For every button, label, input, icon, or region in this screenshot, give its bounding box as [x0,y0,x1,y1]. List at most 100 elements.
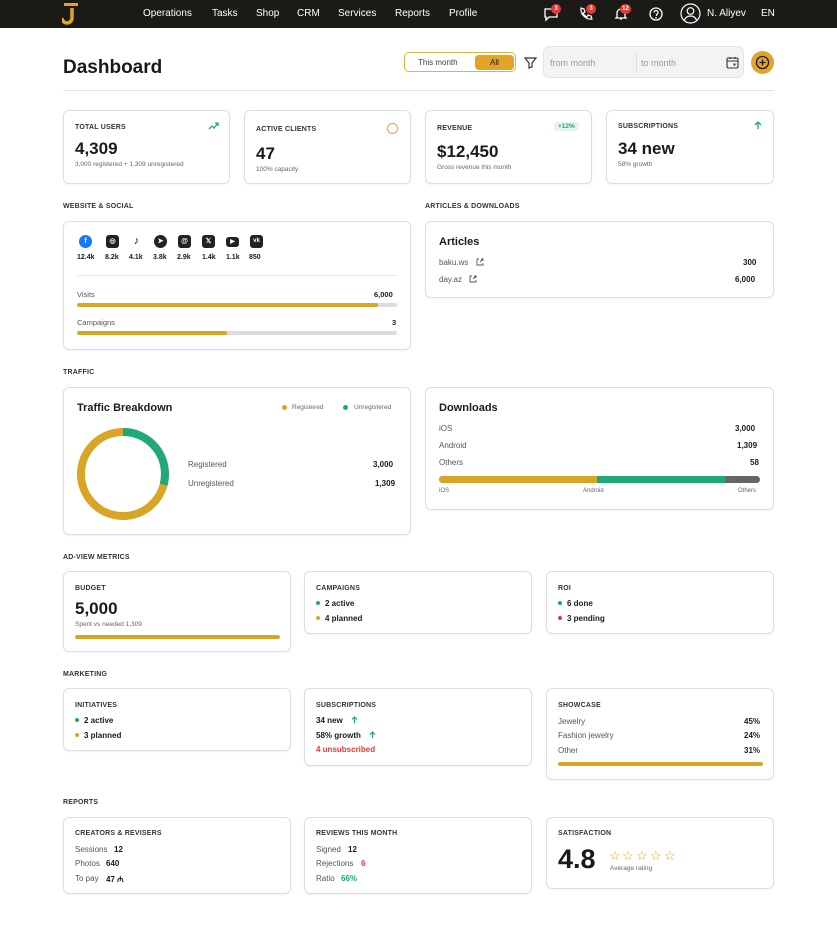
satisfaction-card: SATISFACTION 4.8 Average rating [546,817,774,889]
traffic-row-value: 1,309 [375,479,396,488]
satisfaction-subtext: Average rating [610,865,653,872]
nav-profile[interactable]: Profile [449,8,478,19]
youtube-icon[interactable]: ▶ [226,237,239,247]
card-label: CREATORS & REVISERS [75,830,162,837]
help-icon[interactable] [648,6,664,22]
reviews-card: REVIEWS THIS MONTH Signed 12 Rejections … [304,817,532,894]
card-value: 4,309 [75,139,118,158]
report-value: 66% [341,874,358,883]
donut-segment-unregistered [77,428,169,520]
toggle-all[interactable]: All [475,55,514,70]
report-value: 6 [361,859,366,868]
arrow-up-icon [754,121,762,129]
budget-value: 5,000 [75,599,118,618]
campaigns-active: 2 active [325,599,355,608]
bar-segment-android [597,476,725,483]
initiatives-planned: 3 planned [84,731,122,740]
social-count: 12.4k [77,254,95,261]
budget-subtext: Spent vs needed 1,309 [75,621,142,628]
section-articles-downloads: ARTICLES & DOWNLOADS [425,203,520,210]
calendar-icon[interactable] [726,56,739,69]
nav-operations[interactable]: Operations [143,8,192,19]
card-label: SUBSCRIPTIONS [316,702,377,709]
showcase-item-label: Jewelry [558,717,586,726]
total-users-card: TOTAL USERS 4,309 3,000 registered + 1,3… [63,110,230,184]
tiktok-icon[interactable]: ♪ [130,235,143,248]
traffic-breakdown-card [63,387,411,535]
social-count: 2.9k [177,254,191,261]
language-switch[interactable]: EN [761,8,775,19]
campaigns-value: 3 [392,318,397,327]
report-key: Sessions [75,845,108,854]
card-subtext: 100% capacity [256,166,299,173]
budget-bar [75,635,280,639]
roi-done: 6 done [567,599,593,608]
facebook-icon[interactable]: f [79,235,92,248]
avatar-icon[interactable] [680,3,701,24]
bar-axis-label: Others [738,488,757,494]
card-label: ACTIVE CLIENTS [256,126,317,133]
status-dot-green [316,601,320,605]
page-title: Dashboard [63,57,163,78]
external-link-icon[interactable] [469,275,477,283]
report-value: 12 [348,845,357,854]
card-value: 47 [256,144,275,163]
showcase-item-value: 24% [744,731,761,740]
subscriptions-card: SUBSCRIPTIONS 34 new 58% growth [606,110,774,184]
article-source-link[interactable]: baku.ws [439,258,469,267]
nav-shop[interactable]: Shop [256,8,280,19]
nav-tasks[interactable]: Tasks [212,8,238,19]
phone-icon[interactable] [578,6,594,22]
filter-icon[interactable] [524,56,537,69]
campaigns-planned: 4 planned [325,614,363,623]
add-button[interactable] [751,51,774,74]
showcase-card: SHOWCASE Jewelry 45% Fashion jewelry 24%… [546,688,774,780]
nav-crm[interactable]: CRM [297,8,320,19]
status-dot-yellow [316,616,320,620]
from-month-input[interactable]: from month [550,58,596,68]
traffic-donut-chart [77,428,169,520]
section-reports: REPORTS [63,799,99,806]
card-value: 34 new [618,139,675,158]
download-row-value: 58 [750,458,759,467]
logo-icon[interactable] [62,3,80,25]
nav-reports[interactable]: Reports [395,8,431,19]
roi-pending: 3 pending [567,614,605,623]
legend-registered: Registered [292,404,324,411]
campaigns-card: CAMPAIGNS 2 active 4 planned [304,571,532,634]
subs-new: 34 new [316,716,343,725]
showcase-bar-fill [558,762,763,766]
satisfaction-score: 4.8 [558,844,596,874]
vk-icon[interactable]: vk [250,235,263,248]
instagram-icon[interactable]: ◎ [106,235,119,248]
star-icon: ☆ [622,848,634,863]
to-month-input[interactable]: to month [641,58,677,68]
subs-growth: 58% growth [316,731,361,740]
article-source-link[interactable]: day.az [439,275,462,284]
articles-title: Articles [439,236,480,248]
report-key: Ratio [316,874,335,883]
toggle-this-month[interactable]: This month [418,58,458,67]
x-icon[interactable]: 𝕏 [202,235,215,248]
card-label: SATISFACTION [558,830,612,837]
nav-services[interactable]: Services [338,8,377,19]
showcase-bar [558,762,763,766]
user-name[interactable]: N. Aliyev [707,8,746,19]
traffic-row-label: Unregistered [188,479,234,488]
showcase-item-label: Other [558,746,579,755]
download-row-value: 3,000 [735,424,756,433]
budget-bar-fill [75,635,280,639]
star-icon: ☆ [664,848,676,863]
card-label: INITIATIVES [75,702,118,709]
card-subtext: 3,000 registered + 1,309 unregistered [75,161,184,168]
section-ad-view: AD-VIEW METRICS [63,554,130,561]
growth-badge: +12% [554,122,579,131]
article-value: 300 [743,258,757,267]
capacity-ring-icon [387,123,398,134]
telegram-icon[interactable]: ➤ [154,235,167,248]
external-link-icon[interactable] [476,258,484,266]
social-count: 8.2k [105,254,119,261]
article-value: 6,000 [735,275,756,284]
threads-icon[interactable]: @ [178,235,191,248]
card-subtext: 58% growth [618,161,653,168]
